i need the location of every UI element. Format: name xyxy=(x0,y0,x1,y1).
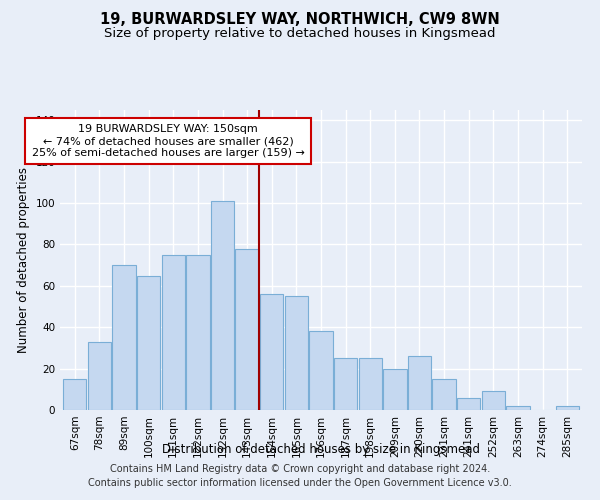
Bar xyxy=(556,406,579,410)
Y-axis label: Number of detached properties: Number of detached properties xyxy=(17,167,30,353)
Bar xyxy=(408,356,431,410)
Bar xyxy=(482,392,505,410)
Bar xyxy=(137,276,160,410)
Text: 19 BURWARDSLEY WAY: 150sqm
← 74% of detached houses are smaller (462)
25% of sem: 19 BURWARDSLEY WAY: 150sqm ← 74% of deta… xyxy=(32,124,305,158)
Bar xyxy=(310,332,332,410)
Text: 19, BURWARDSLEY WAY, NORTHWICH, CW9 8WN: 19, BURWARDSLEY WAY, NORTHWICH, CW9 8WN xyxy=(100,12,500,28)
Bar xyxy=(112,265,136,410)
Text: Size of property relative to detached houses in Kingsmead: Size of property relative to detached ho… xyxy=(104,28,496,40)
Text: Distribution of detached houses by size in Kingsmead: Distribution of detached houses by size … xyxy=(162,442,480,456)
Bar xyxy=(457,398,481,410)
Bar xyxy=(383,368,407,410)
Bar xyxy=(359,358,382,410)
Bar xyxy=(88,342,111,410)
Bar xyxy=(284,296,308,410)
Bar xyxy=(211,201,234,410)
Bar xyxy=(433,379,456,410)
Text: Contains HM Land Registry data © Crown copyright and database right 2024.
Contai: Contains HM Land Registry data © Crown c… xyxy=(88,464,512,487)
Bar xyxy=(506,406,530,410)
Bar xyxy=(260,294,283,410)
Bar xyxy=(235,248,259,410)
Bar xyxy=(63,379,86,410)
Bar xyxy=(334,358,358,410)
Bar xyxy=(186,255,209,410)
Bar xyxy=(161,255,185,410)
